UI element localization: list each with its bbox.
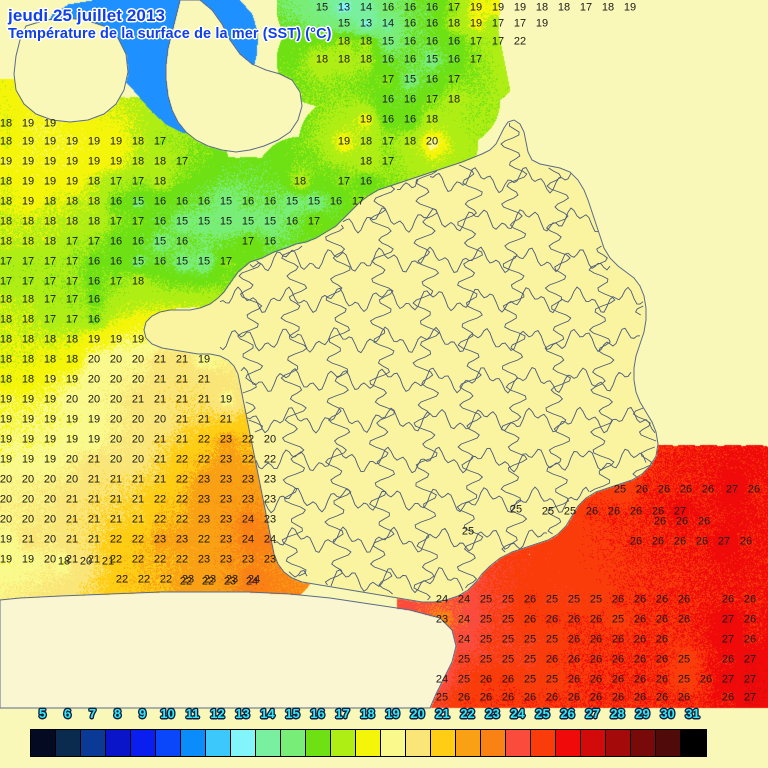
colorbar-swatch <box>231 730 256 756</box>
boundary-path <box>288 570 308 578</box>
colorbar-tick-label: 26 <box>560 706 575 721</box>
colorbar-tick-label: 19 <box>385 706 400 721</box>
coastline <box>0 0 659 709</box>
colorbar-swatch <box>56 730 81 756</box>
colorbar-tick-label: 17 <box>335 706 350 721</box>
boundary-path <box>240 366 632 394</box>
colorbar-swatch <box>306 730 331 756</box>
colorbar-tick-label: 7 <box>88 706 97 721</box>
boundary-path <box>369 185 396 595</box>
map-variable-title: Température de la surface de la mer (SST… <box>8 26 332 43</box>
boundary-path <box>13 17 129 123</box>
colorbar-tick-label: 9 <box>138 706 147 721</box>
colorbar-tick-label: 23 <box>485 706 500 721</box>
boundary-path <box>245 401 256 415</box>
boundary-path <box>255 446 647 474</box>
boundary-path <box>237 260 264 394</box>
department-borders <box>219 122 657 601</box>
colorbar-tick-label: 6 <box>63 706 72 721</box>
colorbar-tick-label: 25 <box>535 706 550 721</box>
boundary-path <box>544 167 572 535</box>
colorbar-tick-label: 10 <box>160 706 175 721</box>
colorbar-swatch <box>331 730 356 756</box>
colorbar-tick-label: 11 <box>185 706 200 721</box>
colorbar-tick-label: 13 <box>235 706 250 721</box>
boundary-path <box>429 167 572 194</box>
colorbar-swatch <box>456 730 481 756</box>
colorbar-swatches <box>30 729 707 757</box>
boundary-path <box>330 567 464 594</box>
colorbar-swatch <box>506 730 531 756</box>
boundary-path <box>219 286 644 314</box>
boundary-path <box>588 245 616 493</box>
colorbar-swatch <box>106 730 131 756</box>
colorbar-swatch <box>206 730 231 756</box>
boundary-path <box>632 446 655 478</box>
colorbar-tick-label: 27 <box>585 706 600 721</box>
map-date-title: jeudi 25 juillet 2013 <box>8 6 166 25</box>
colorbar-tick-label: 29 <box>635 706 650 721</box>
colorbar-swatch <box>356 730 381 756</box>
boundary-path <box>165 0 303 153</box>
colorbar-swatch <box>181 730 206 756</box>
colorbar-tick-label: 30 <box>660 706 675 721</box>
colorbar-tick-label: 15 <box>285 706 300 721</box>
boundary-path <box>0 591 457 709</box>
colorbar-tick-label: 16 <box>310 706 325 721</box>
boundary-path <box>273 526 548 553</box>
colorbar-swatch <box>156 730 181 756</box>
colorbar-tick-label: 8 <box>113 706 122 721</box>
colorbar-tick-label: 18 <box>360 706 375 721</box>
colorbar-swatch <box>681 730 706 756</box>
colorbar-tick-label: 12 <box>210 706 225 721</box>
colorbar-swatch <box>431 730 456 756</box>
colorbar-swatch <box>131 730 156 756</box>
colorbar-tick-label: 5 <box>38 706 47 721</box>
map-title-block: jeudi 25 juillet 2013 Température de la … <box>8 6 332 42</box>
colorbar-tick-label: 22 <box>460 706 475 721</box>
colorbar-tick-label: 28 <box>610 706 625 721</box>
colorbar-swatch <box>606 730 631 756</box>
colorbar-swatch <box>81 730 106 756</box>
boundary-path <box>412 170 440 601</box>
colorbar-swatch <box>556 730 581 756</box>
colorbar-tick-label: 31 <box>685 706 700 721</box>
colorbar-tick-label: 21 <box>435 706 450 721</box>
colorbar-swatch <box>631 730 656 756</box>
colorbar-swatch <box>381 730 406 756</box>
colorbar-swatch <box>531 730 556 756</box>
colorbar-swatch <box>406 730 431 756</box>
boundary-path <box>456 164 484 589</box>
boundary-path <box>280 245 308 577</box>
colorbar-swatch <box>281 730 306 756</box>
boundary-path <box>324 224 352 586</box>
colorbar-tick-labels: 5 6 7 8 9 10 11 12 13 14 15 16 17 18 19 20 21 22 23 24 25 26 2… <box>0 706 768 728</box>
colorbar-tick-label: 24 <box>510 706 525 721</box>
colorbar-swatch <box>31 730 56 756</box>
colorbar-swatch <box>256 730 281 756</box>
boundary-path <box>249 246 611 274</box>
boundary-path <box>500 122 528 553</box>
colorbar-swatch <box>656 730 681 756</box>
boundary-path <box>264 486 590 514</box>
boundary-path <box>143 119 659 603</box>
colorbar-tick-label: 14 <box>260 706 275 721</box>
boundary-path <box>248 419 263 433</box>
boundary-path <box>219 326 641 354</box>
boundary-path <box>396 179 419 190</box>
colorbar-swatch <box>581 730 606 756</box>
colorbar-swatch <box>481 730 506 756</box>
colorbar: 5 6 7 8 9 10 11 12 13 14 15 16 17 18 19 20 21 22 23 24 25 26 2… <box>0 706 768 768</box>
boundary-path <box>246 406 656 434</box>
boundary-path <box>635 305 644 316</box>
colorbar-tick-label: 20 <box>410 706 425 721</box>
boundary-path <box>342 207 599 234</box>
